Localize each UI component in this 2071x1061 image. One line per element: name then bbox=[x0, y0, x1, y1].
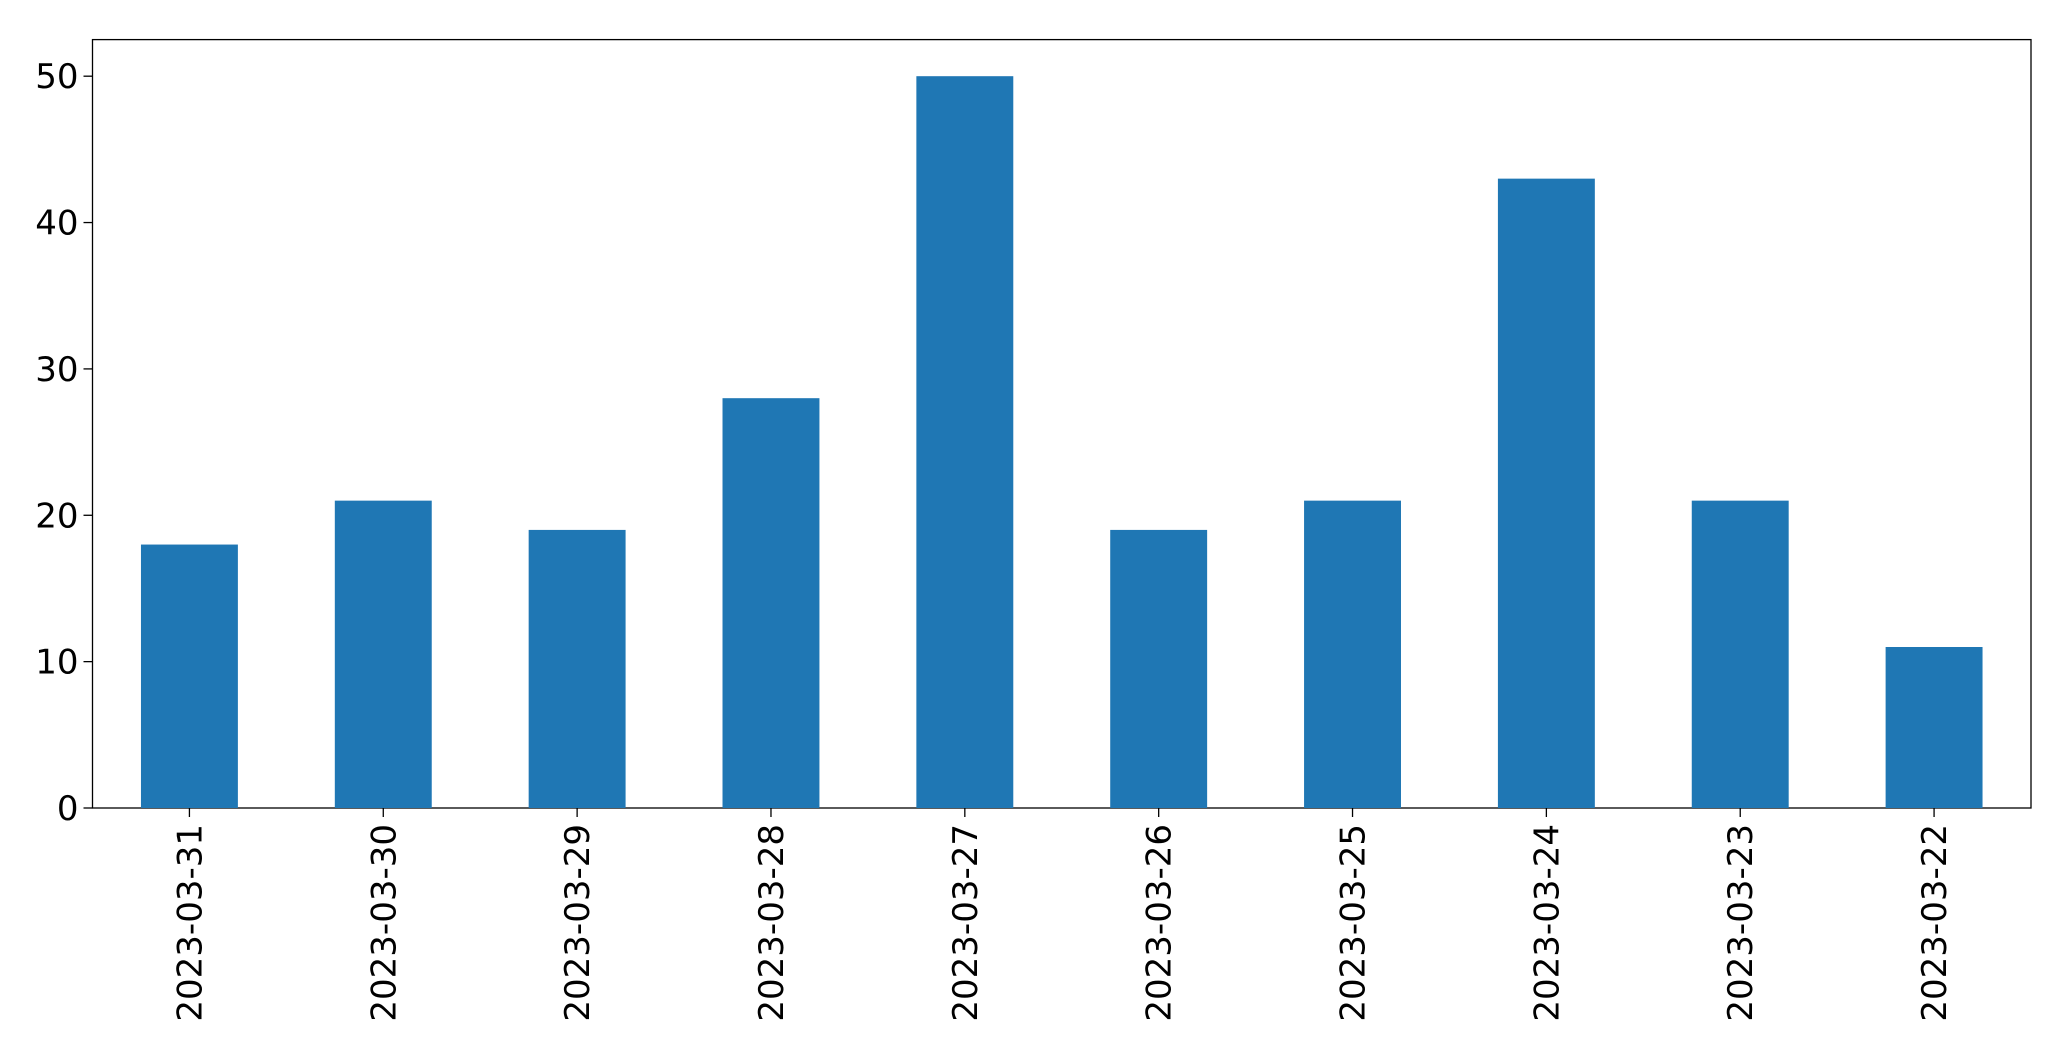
x-tick-label: 2023-03-27 bbox=[946, 824, 986, 1022]
bar bbox=[1691, 500, 1789, 808]
x-tick-label: 2023-03-26 bbox=[1140, 824, 1180, 1022]
y-tick-label: 0 bbox=[57, 789, 79, 829]
x-tick-label: 2023-03-30 bbox=[364, 824, 404, 1022]
bar bbox=[722, 398, 820, 808]
x-tick-label: 2023-03-28 bbox=[752, 824, 792, 1022]
x-tick-label: 2023-03-24 bbox=[1527, 824, 1567, 1022]
y-tick-label: 30 bbox=[35, 350, 78, 390]
bar bbox=[916, 76, 1014, 808]
plot-frame bbox=[91, 38, 2032, 809]
bar bbox=[1497, 178, 1595, 809]
bar bbox=[140, 544, 238, 808]
bar bbox=[1110, 529, 1208, 808]
x-tick-label: 2023-03-23 bbox=[1721, 824, 1761, 1022]
y-tick-label: 40 bbox=[35, 204, 78, 244]
bar bbox=[1885, 647, 1983, 808]
bar bbox=[1304, 500, 1401, 808]
x-tick-label: 2023-03-22 bbox=[1915, 824, 1955, 1022]
x-tick-label: 2023-03-31 bbox=[170, 824, 210, 1022]
bar bbox=[528, 529, 626, 808]
y-tick-label: 10 bbox=[35, 643, 78, 683]
x-tick-label: 2023-03-29 bbox=[558, 824, 598, 1022]
x-tick-label: 2023-03-25 bbox=[1334, 824, 1374, 1022]
bar bbox=[334, 500, 432, 808]
y-tick-label: 20 bbox=[35, 496, 78, 536]
y-tick-label: 50 bbox=[35, 57, 78, 97]
